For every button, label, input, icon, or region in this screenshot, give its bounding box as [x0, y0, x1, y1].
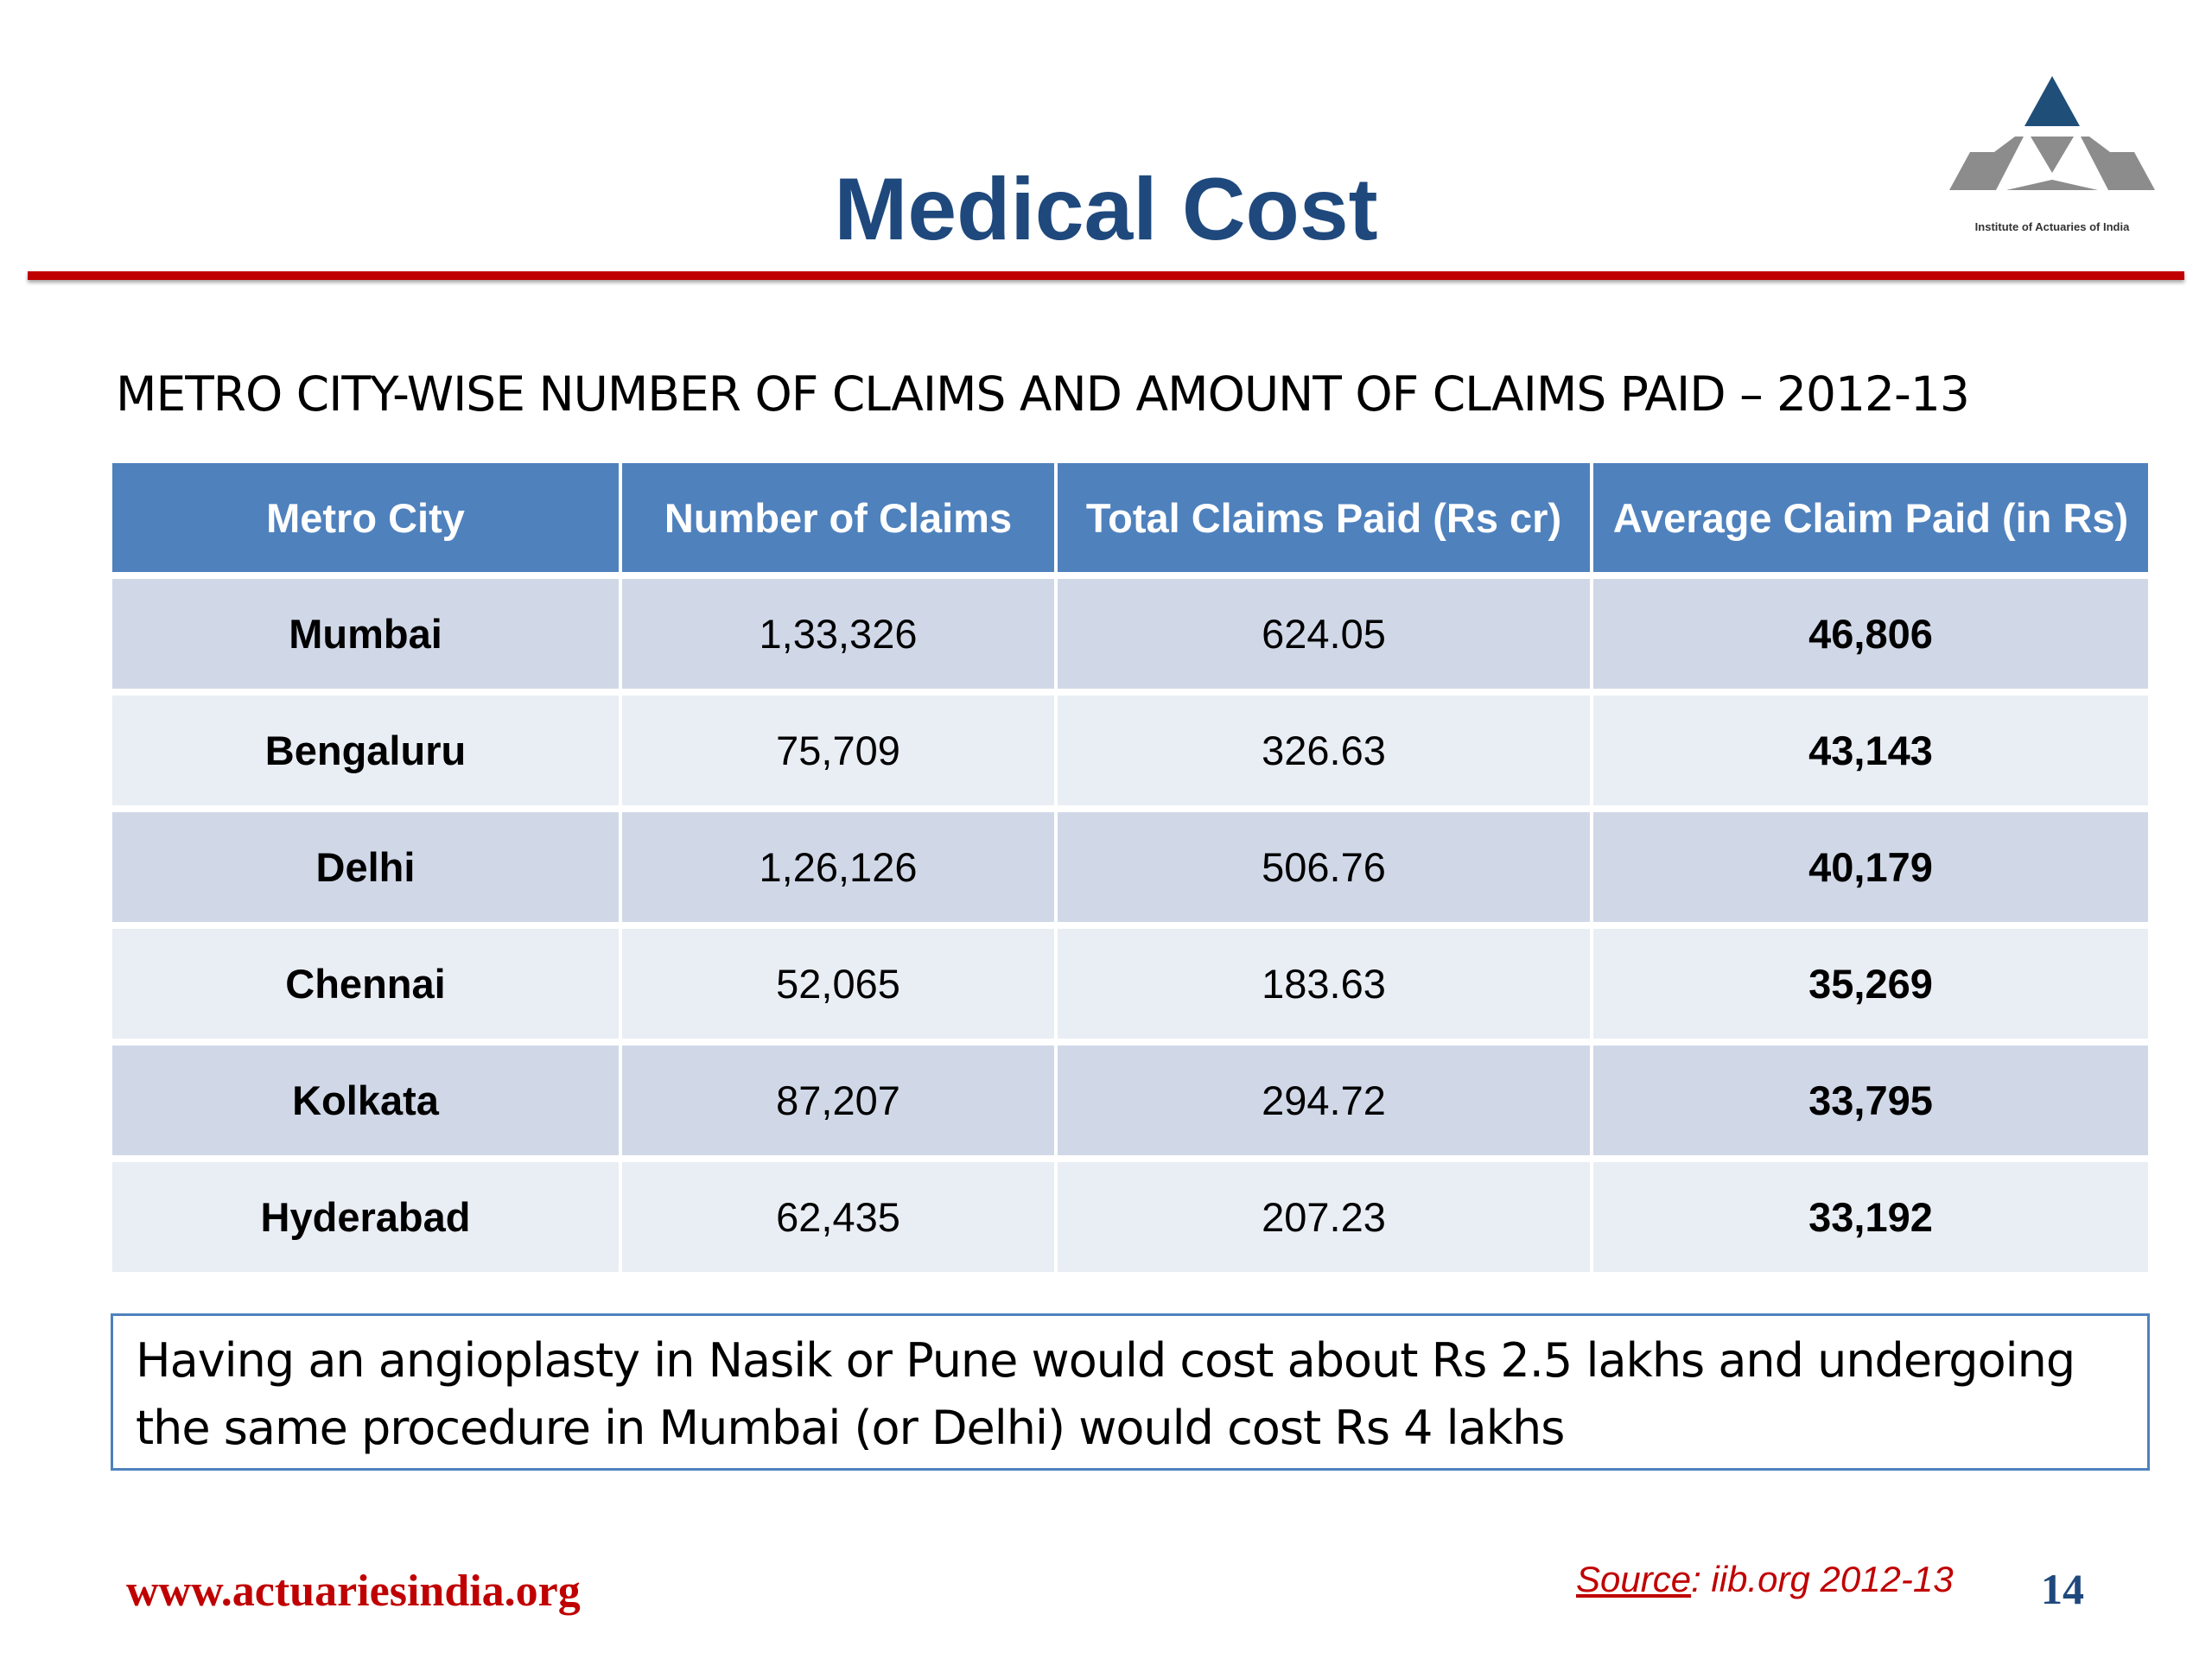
cell-average: 35,269 — [1592, 925, 2148, 1046]
logo-caption: Institute of Actuaries of India — [1974, 220, 2130, 233]
table-row: Delhi 1,26,126 506.76 40,179 — [112, 809, 2148, 929]
cell-average: 33,192 — [1592, 1159, 2148, 1279]
cell-claims: 62,435 — [620, 1159, 1058, 1279]
cell-average: 43,143 — [1592, 692, 2148, 812]
source-citation: Source: iib.org 2012-13 — [1576, 1559, 1954, 1600]
cell-claims: 1,26,126 — [620, 809, 1058, 929]
table-row: Hyderabad 62,435 207.23 33,192 — [112, 1159, 2148, 1279]
claims-table: Metro City Number of Claims Total Claims… — [112, 463, 2148, 1279]
cell-total-paid: 506.76 — [1056, 809, 1593, 929]
source-label: Source — [1576, 1559, 1692, 1599]
cell-total-paid: 183.63 — [1056, 925, 1593, 1046]
table-row: Bengaluru 75,709 326.63 43,143 — [112, 692, 2148, 812]
header-number-of-claims: Number of Claims — [620, 463, 1058, 579]
table-row: Mumbai 1,33,326 624.05 46,806 — [112, 575, 2148, 696]
triangle-logo-icon — [1944, 69, 2177, 220]
slide-title: Medical Cost — [834, 160, 1378, 258]
cell-total-paid: 326.63 — [1056, 692, 1593, 812]
table-header-row: Metro City Number of Claims Total Claims… — [112, 463, 2148, 579]
cell-total-paid: 624.05 — [1056, 575, 1593, 696]
cell-city: Mumbai — [112, 575, 622, 696]
cell-city: Chennai — [112, 925, 622, 1046]
cell-claims: 87,207 — [620, 1042, 1058, 1162]
source-text: : iib.org 2012-13 — [1691, 1559, 1954, 1599]
cell-claims: 52,065 — [620, 925, 1058, 1046]
cell-average: 46,806 — [1592, 575, 2148, 696]
title-divider — [28, 271, 2184, 280]
table-heading: METRO CITY-WISE NUMBER OF CLAIMS AND AMO… — [116, 366, 1970, 422]
cell-city: Bengaluru — [112, 692, 622, 812]
cell-average: 40,179 — [1592, 809, 2148, 929]
page-number: 14 — [2041, 1565, 2084, 1613]
cell-average: 33,795 — [1592, 1042, 2148, 1162]
callout-line-2: the same procedure in Mumbai (or Delhi) … — [136, 1401, 1565, 1455]
callout-box: Having an angioplasty in Nasik or Pune w… — [111, 1313, 2150, 1471]
cell-city: Hyderabad — [112, 1159, 622, 1279]
cell-claims: 1,33,326 — [620, 575, 1058, 696]
cell-claims: 75,709 — [620, 692, 1058, 812]
callout-line-1: Having an angioplasty in Nasik or Pune w… — [136, 1333, 2075, 1388]
institute-logo: Institute of Actuaries of India — [1944, 69, 2177, 242]
header-average-claim-paid: Average Claim Paid (in Rs) — [1592, 463, 2148, 579]
website-link[interactable]: www.actuariesindia.org — [126, 1567, 581, 1616]
cell-total-paid: 294.72 — [1056, 1042, 1593, 1162]
cell-city: Delhi — [112, 809, 622, 929]
table-row: Chennai 52,065 183.63 35,269 — [112, 925, 2148, 1046]
cell-city: Kolkata — [112, 1042, 622, 1162]
header-metro-city: Metro City — [112, 463, 622, 579]
cell-total-paid: 207.23 — [1056, 1159, 1593, 1279]
header-total-claims-paid: Total Claims Paid (Rs cr) — [1056, 463, 1593, 579]
table-row: Kolkata 87,207 294.72 33,795 — [112, 1042, 2148, 1162]
